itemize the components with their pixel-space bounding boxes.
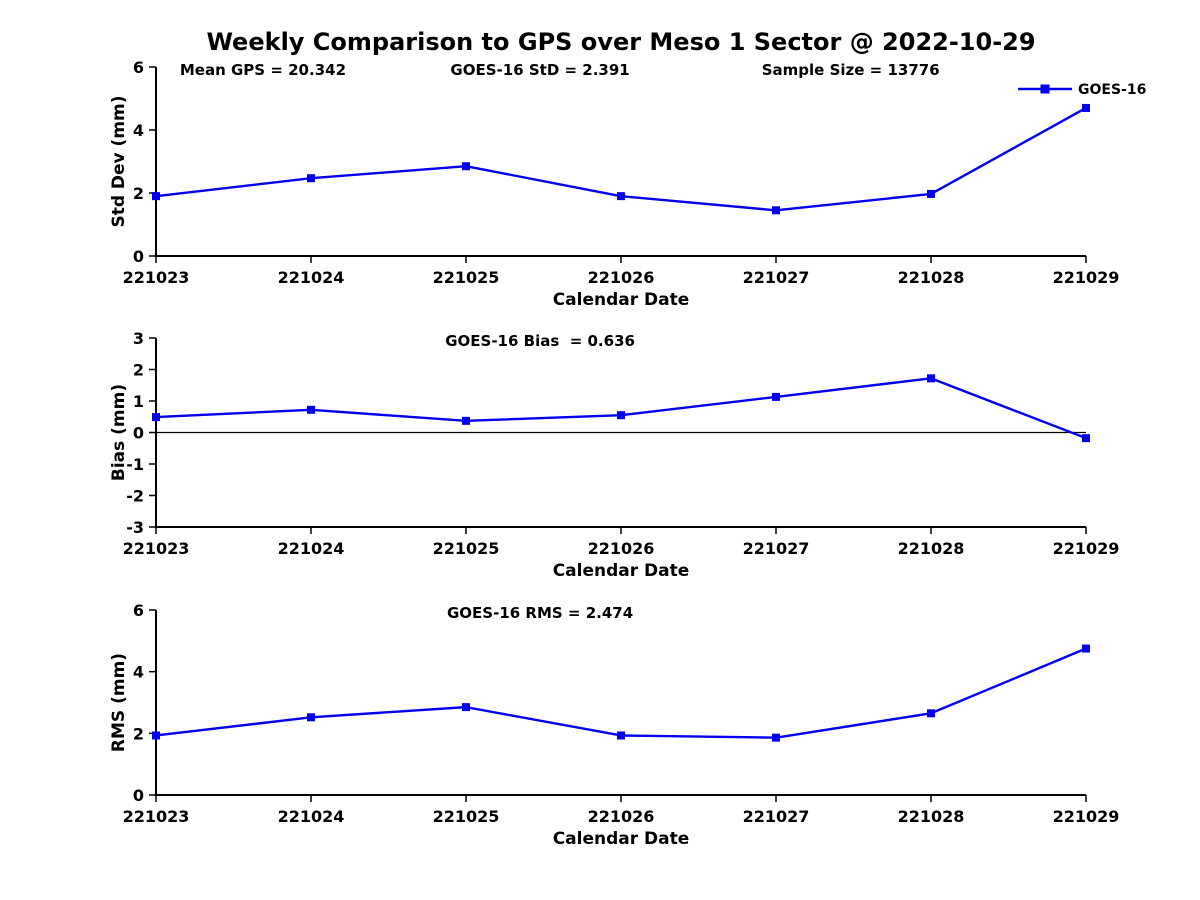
axis-spine: [155, 67, 1086, 257]
legend-label: GOES-16: [1078, 82, 1146, 98]
y-tick-label: 4: [133, 121, 144, 140]
data-point-marker: [617, 731, 625, 740]
data-point-marker: [617, 411, 625, 420]
axis-spine: [155, 610, 1086, 796]
x-axis-label: Calendar Date: [553, 290, 690, 310]
data-point-marker: [152, 731, 160, 740]
x-tick-label: 221026: [588, 268, 655, 287]
y-tick-label: -1: [126, 455, 144, 474]
y-tick-label: 1: [133, 392, 144, 411]
y-tick-label: 3: [133, 329, 144, 348]
y-axis-label: Bias (mm): [109, 384, 129, 481]
data-point-marker: [772, 392, 780, 401]
data-point-marker: [1082, 103, 1090, 112]
x-tick-label: 221029: [1053, 268, 1120, 287]
stat-annotation: Mean GPS = 20.342: [180, 61, 346, 79]
y-tick-label: 0: [133, 786, 144, 805]
x-tick-label: 221029: [1053, 807, 1120, 826]
x-tick-label: 221026: [588, 539, 655, 558]
data-point-marker: [927, 374, 935, 383]
x-tick-label: 221024: [278, 539, 345, 558]
x-tick-label: 221027: [743, 539, 810, 558]
subplot-std-dev: 0 2 4 6 221023 221024 221025 221026 221027 221028…: [109, 58, 1119, 310]
y-tick-label: 2: [133, 361, 144, 380]
stat-annotation: GOES-16 StD = 2.391: [450, 61, 629, 79]
x-tick-label: 221025: [433, 268, 500, 287]
x-tick-label: 221025: [433, 539, 500, 558]
data-point-marker: [462, 162, 470, 171]
series-line: [155, 647, 1087, 739]
x-tick-label: 221024: [278, 268, 345, 287]
y-tick-label: -3: [126, 518, 144, 537]
data-point-marker: [617, 192, 625, 201]
y-tick-label: 6: [133, 58, 144, 77]
data-point-marker: [307, 405, 315, 414]
chart-title: Weekly Comparison to GPS over Meso 1 Sec…: [206, 28, 1035, 56]
x-tick-label: 221028: [898, 539, 965, 558]
subplot-rms: 0 2 4 6 221023 221024 221025 221026 221027 221028…: [109, 601, 1119, 849]
stat-annotation: GOES-16 Bias = 0.636: [445, 332, 635, 350]
data-point-marker: [152, 192, 160, 201]
x-tick-label: 221023: [123, 807, 190, 826]
data-point-marker: [307, 174, 315, 183]
x-tick-label: 221024: [278, 807, 345, 826]
x-tick-label: 221027: [743, 268, 810, 287]
data-point-marker: [927, 189, 935, 198]
x-tick-label: 221026: [588, 807, 655, 826]
x-tick-label: 221029: [1053, 539, 1120, 558]
y-tick-label: 2: [133, 184, 144, 203]
subplots-group: 0 2 4 6 221023 221024 221025 221026 221027 221028…: [109, 58, 1119, 849]
y-tick-label: -2: [126, 487, 144, 506]
y-axis-label: Std Dev (mm): [109, 95, 129, 227]
legend-marker-icon: [1040, 84, 1050, 94]
data-point-marker: [772, 206, 780, 215]
x-tick-label: 221025: [433, 807, 500, 826]
data-point-marker: [152, 413, 160, 422]
x-axis-label: Calendar Date: [553, 829, 690, 849]
y-tick-label: 6: [133, 601, 144, 620]
data-point-marker: [462, 703, 470, 712]
data-point-marker: [307, 713, 315, 722]
data-point-marker: [1082, 644, 1090, 653]
stat-annotation: GOES-16 RMS = 2.474: [447, 604, 633, 622]
data-point-marker: [927, 709, 935, 718]
data-point-marker: [772, 733, 780, 742]
x-tick-label: 221028: [898, 807, 965, 826]
y-tick-label: 0: [133, 424, 144, 443]
x-tick-label: 221028: [898, 268, 965, 287]
stat-annotation: Sample Size = 13776: [762, 61, 940, 79]
x-tick-label: 221023: [123, 268, 190, 287]
subplot-bias: -3 -2 -1 0 1 2 3 221023 221024 221025 221026 221027…: [109, 329, 1119, 581]
y-tick-label: 2: [133, 724, 144, 743]
x-tick-label: 221027: [743, 807, 810, 826]
legend: GOES-16: [1018, 82, 1146, 98]
x-tick-label: 221023: [123, 539, 190, 558]
data-point-marker: [1082, 434, 1090, 443]
data-point-marker: [462, 416, 470, 425]
y-tick-label: 4: [133, 663, 144, 682]
series-line: [155, 377, 1087, 440]
y-tick-label: 0: [133, 247, 144, 266]
y-axis-label: RMS (mm): [109, 653, 129, 752]
x-axis-label: Calendar Date: [553, 561, 690, 581]
